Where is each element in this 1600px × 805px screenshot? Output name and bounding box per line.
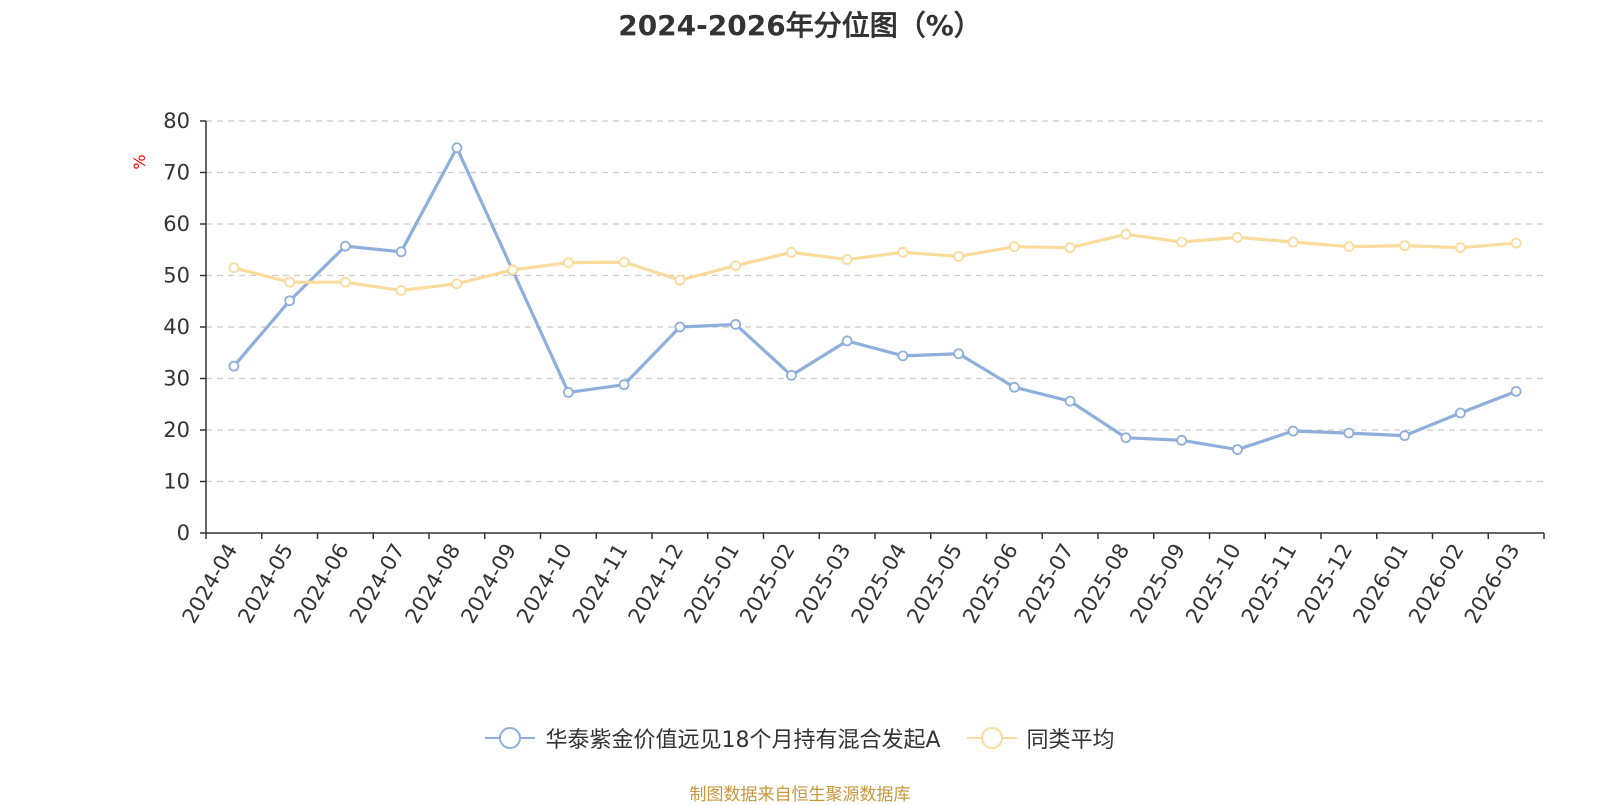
series-2-point[interactable]: [1287, 236, 1299, 248]
series-2-point[interactable]: [730, 260, 742, 272]
series-1-point[interactable]: [1287, 425, 1299, 437]
x-tick-label: 2025-09: [1125, 540, 1190, 628]
series-2-point[interactable]: [1454, 242, 1466, 254]
series-2-point[interactable]: [1510, 237, 1522, 249]
series-1-point[interactable]: [1231, 444, 1243, 455]
source-note: 制图数据来自恒生聚源数据库: [689, 785, 911, 805]
series-1-point[interactable]: [674, 321, 686, 333]
series-1-point[interactable]: [562, 387, 574, 398]
x-tick-label: 2024-05: [233, 540, 298, 628]
series-1-point[interactable]: [953, 348, 965, 360]
series-2-point[interactable]: [562, 257, 574, 269]
legend-marker-series-1: [485, 727, 536, 749]
series-2-point[interactable]: [395, 285, 407, 296]
x-tick-label: 2025-01: [679, 540, 744, 628]
series-1-point[interactable]: [1064, 395, 1076, 407]
x-tick-label: 2025-06: [958, 540, 1023, 628]
x-tick-label: 2024-04: [178, 540, 243, 628]
x-tick-label: 2026-02: [1404, 540, 1469, 628]
series-1-point[interactable]: [785, 370, 797, 381]
x-tick-label: 2025-04: [847, 540, 912, 628]
y-tick-label: 80: [163, 109, 190, 133]
y-tick-label: 40: [163, 315, 190, 339]
legend-label-series-2: 同类平均: [1026, 728, 1115, 753]
x-tick-label: 2024-10: [512, 540, 577, 628]
series-1-point[interactable]: [451, 142, 463, 154]
series-2-point[interactable]: [1120, 228, 1132, 240]
axes: [200, 120, 1545, 539]
series-1-point[interactable]: [841, 335, 853, 347]
series-1-point[interactable]: [618, 379, 630, 391]
x-tick-label: 2026-01: [1348, 540, 1413, 628]
x-tick-label: 2025-12: [1293, 540, 1358, 628]
x-tick-label: 2025-03: [791, 540, 856, 628]
x-tick-label: 2025-08: [1070, 540, 1135, 628]
y-tick-label: 30: [163, 367, 190, 391]
series-1-point[interactable]: [228, 360, 240, 372]
legend-item-series-2[interactable]: 同类平均: [966, 722, 1115, 754]
y-tick-label: 70: [163, 161, 190, 185]
x-tick-label: 2024-11: [568, 540, 633, 628]
x-tick-labels: 2024-042024-052024-062024-072024-082024-…: [178, 540, 1525, 628]
series-1-point[interactable]: [730, 319, 742, 330]
series-1-point[interactable]: [1454, 407, 1466, 419]
y-tick-label: 60: [163, 212, 190, 236]
series-2-point[interactable]: [451, 278, 463, 290]
x-tick-label: 2025-11: [1237, 540, 1302, 628]
y-tick-label: 0: [177, 521, 190, 545]
series-line-1: [232, 146, 1517, 452]
series-1-point[interactable]: [1176, 434, 1188, 446]
series-2-point[interactable]: [507, 264, 519, 276]
y-tick-labels: 0 10 20 30 40 50 60 70 80: [163, 109, 190, 545]
series-2-point[interactable]: [1064, 242, 1076, 254]
chart-title: 2024-2026年分位图（%）: [618, 9, 982, 42]
series-2-point[interactable]: [618, 256, 630, 268]
series-1-point[interactable]: [897, 350, 909, 362]
y-tick-label: 50: [163, 264, 190, 288]
series-1-point[interactable]: [284, 295, 296, 307]
legend-marker-series-2: [966, 727, 1017, 749]
series-2-point[interactable]: [339, 276, 351, 288]
x-tick-label: 2024-08: [401, 540, 466, 628]
x-tick-label: 2025-05: [902, 540, 967, 628]
series-2-point[interactable]: [1176, 236, 1188, 248]
x-tick-label: 2025-10: [1181, 540, 1246, 628]
series-2-point[interactable]: [1399, 240, 1411, 252]
series-2-point[interactable]: [1008, 241, 1020, 253]
legend: 华泰紫金价值远见18个月持有混合发起A 同类平均: [0, 722, 1600, 754]
series-2-point[interactable]: [228, 262, 240, 274]
series-1-point[interactable]: [339, 240, 351, 252]
series-1-point[interactable]: [1510, 385, 1522, 397]
x-tick-label: 2024-07: [345, 540, 410, 628]
grid-lines: [206, 120, 1544, 483]
series-1-point[interactable]: [1343, 427, 1355, 439]
series-2-point[interactable]: [897, 246, 909, 258]
series-1-point[interactable]: [1120, 432, 1132, 444]
y-axis-label: %: [130, 154, 149, 169]
series-1-point[interactable]: [1399, 430, 1411, 442]
series-1-point[interactable]: [395, 246, 407, 258]
series-2-point[interactable]: [674, 274, 686, 286]
x-tick-label: 2026-03: [1460, 540, 1525, 628]
x-tick-label: 2024-09: [456, 540, 521, 628]
legend-label-series-1: 华泰紫金价值远见18个月持有混合发起A: [545, 728, 941, 753]
series-1-point[interactable]: [1008, 381, 1020, 393]
series-2-point[interactable]: [284, 276, 296, 288]
x-tick-label: 2025-07: [1014, 540, 1079, 628]
y-tick-label: 10: [163, 470, 190, 494]
series-group: [228, 142, 1522, 455]
x-tick-label: 2024-12: [624, 540, 689, 628]
series-2-point[interactable]: [785, 246, 797, 258]
series-2-point[interactable]: [953, 251, 965, 262]
series-2-point[interactable]: [1343, 241, 1355, 253]
x-tick-label: 2025-02: [735, 540, 800, 628]
series-2-point[interactable]: [1231, 231, 1243, 243]
x-tick-label: 2024-06: [289, 540, 354, 628]
series-2-point[interactable]: [841, 254, 853, 265]
y-tick-label: 20: [163, 418, 190, 442]
legend-item-series-1[interactable]: 华泰紫金价值远见18个月持有混合发起A: [485, 722, 941, 754]
series-line-2: [233, 232, 1517, 293]
